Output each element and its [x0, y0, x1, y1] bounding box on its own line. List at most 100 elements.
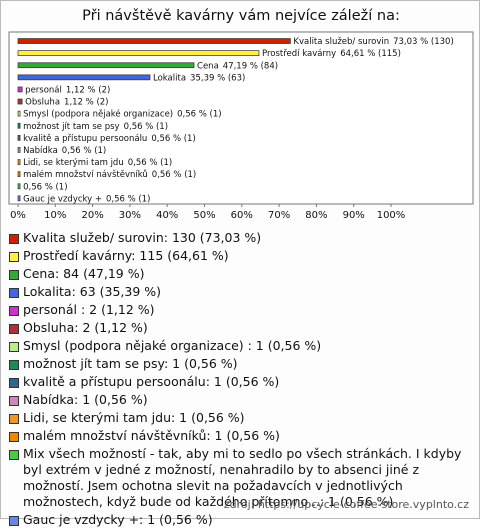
legend-swatch — [9, 234, 19, 244]
source: zdroj: https://upcycle-coffee-store.vypl… — [223, 498, 469, 511]
legend-swatch — [9, 414, 19, 424]
bar — [17, 122, 21, 129]
bar-value-label: 47,19 % (84) — [223, 61, 278, 71]
bar-category: Smysl (podpora nějaké organizace) — [23, 109, 173, 120]
bar — [17, 195, 21, 202]
bar-value-label: 0,56 % (1) — [151, 134, 195, 144]
bar-category: Kvalita služeb/ surovin — [293, 37, 389, 47]
legend-item: Smysl (podpora nějaké organizace) : 1 (0… — [9, 338, 471, 354]
bar-value-label: 64,61 % (115) — [340, 49, 401, 59]
x-tick-label: 60% — [231, 210, 253, 221]
legend-label: Smysl (podpora nějaké organizace) : 1 (0… — [23, 338, 322, 353]
bar-value-label: 0,56 % (1) — [152, 170, 196, 180]
plot-frame — [8, 31, 474, 205]
chart-title: Při návštěvě kavárny vám nejvíce záleží … — [82, 8, 400, 24]
legend-item: Gauc je vzdycky +: 1 (0,56 %) — [9, 512, 471, 528]
x-tick-label: 20% — [81, 210, 103, 221]
bar — [17, 147, 21, 153]
bar-label: Kvalita služeb/ surovin 73,03 % (130) — [293, 37, 453, 47]
x-tick-label: 80% — [305, 210, 327, 221]
legend-item: Mix všech možností - tak, aby mi to sedl… — [9, 446, 471, 510]
bar-label: Smysl (podpora nějaké organizace) 0,56 % … — [23, 109, 222, 120]
legend-item: Obsluha: 2 (1,12 %) — [9, 320, 471, 336]
bar-label: personál 1,12 % (2) — [25, 85, 110, 95]
x-tick-label: 70% — [268, 210, 290, 221]
legend-item: personál : 2 (1,12 %) — [9, 302, 471, 318]
legend-swatch — [9, 360, 19, 370]
x-tick-label: 30% — [119, 210, 141, 221]
bar — [17, 159, 21, 165]
bar-label: Prostředí kavárny 64,61 % (115) — [262, 49, 401, 59]
bar-category: kvalitě a přístupu persoonálu — [23, 134, 147, 144]
legend-swatch — [9, 270, 19, 280]
legend-item: Lidi, se kterými tam jdu: 1 (0,56 %) — [9, 410, 471, 426]
bar-value-label: 0,56 % (1) — [23, 182, 67, 192]
legend-label: Lidi, se kterými tam jdu: 1 (0,56 %) — [23, 410, 245, 425]
bar — [17, 183, 21, 190]
bar-label: Cena 47,19 % (84) — [197, 61, 278, 71]
legend-label: Nabídka: 1 (0,56 %) — [23, 392, 148, 407]
x-tick-label: 10% — [44, 210, 66, 221]
bar-value-label: 0,56 % (1) — [106, 194, 150, 204]
legend-item: Lokalita: 63 (35,39 %) — [9, 284, 471, 300]
legend-item: Nabídka: 1 (0,56 %) — [9, 392, 471, 408]
bar-label: Obsluha 1,12 % (2) — [25, 98, 108, 108]
legend-label: Kvalita služeb/ surovin: 130 (73,03 %) — [23, 230, 262, 245]
bar-value-label: 0,56 % (1) — [177, 110, 221, 120]
bar — [17, 86, 23, 93]
bar-category: Lidi, se kterými tam jdu — [23, 158, 124, 168]
legend-swatch — [9, 516, 19, 526]
legend-label: Gauc je vzdycky +: 1 (0,56 %) — [23, 512, 213, 527]
legend-label: Mix všech možností - tak, aby mi to sedl… — [23, 446, 462, 509]
bar-category: personál — [25, 85, 62, 95]
legend-label: personál : 2 (1,12 %) — [23, 302, 155, 317]
bar — [17, 98, 23, 105]
legend-label: Prostředí kavárny: 115 (64,61 %) — [23, 248, 229, 263]
legend-swatch — [9, 450, 19, 460]
legend-label: Obsluha: 2 (1,12 %) — [23, 320, 148, 335]
legend-item: Prostředí kavárny: 115 (64,61 %) — [9, 248, 471, 264]
bar-label: 0,56 % (1) — [23, 182, 67, 192]
legend-item: Cena: 84 (47,19 %) — [9, 266, 471, 282]
bar-category: Prostředí kavárny — [262, 49, 336, 59]
bar-category: Cena — [197, 61, 219, 71]
legend-swatch — [9, 306, 19, 316]
bar-value-label: 0,56 % (1) — [124, 122, 168, 132]
legend: Kvalita služeb/ surovin: 130 (73,03 %) Pr… — [9, 230, 471, 530]
legend-swatch — [9, 342, 19, 352]
legend-item: malém množství návštěvníků: 1 (0,56 %) — [9, 428, 471, 444]
bar — [17, 62, 195, 69]
bar-label: malém množství návštěvníků 0,56 % (1) — [23, 169, 196, 180]
legend-label: možnost jít tam se psy: 1 (0,56 %) — [23, 356, 238, 371]
bar-value-label: 73,03 % (130) — [393, 37, 454, 47]
x-tick-label: 100% — [377, 210, 406, 221]
bar-category: možnost jít tam se psy — [23, 122, 120, 132]
bar-label: Lokalita 35,39 % (63) — [153, 73, 245, 83]
bar — [17, 110, 21, 117]
legend-label: Lokalita: 63 (35,39 %) — [23, 284, 162, 299]
legend-label: malém množství návštěvníků: 1 (0,56 %) — [23, 428, 280, 443]
legend-swatch — [9, 396, 19, 406]
x-tick-label: 90% — [343, 210, 365, 221]
x-tick-label: 50% — [193, 210, 215, 221]
chart: Při návštěvě kavárny vám nejvíce záleží … — [8, 8, 474, 221]
legend-swatch — [9, 288, 19, 298]
bar-label: Nabídka 0,56 % (1) — [23, 146, 106, 156]
legend-swatch — [9, 252, 19, 262]
bar — [17, 171, 21, 177]
bar-value-label: 0,56 % (1) — [128, 158, 172, 168]
bar — [17, 38, 291, 44]
legend-label: Cena: 84 (47,19 %) — [23, 266, 145, 281]
bar-category: Lokalita — [153, 73, 186, 83]
bar-category: Obsluha — [25, 98, 60, 108]
bar-category: Gauc je vzdycky + — [23, 194, 102, 204]
bar — [17, 50, 260, 57]
bar-value-label: 1,12 % (2) — [66, 85, 110, 95]
bar-label: kvalitě a přístupu persoonálu 0,56 % (1) — [23, 134, 196, 144]
bar-label: Gauc je vzdycky + 0,56 % (1) — [23, 194, 150, 204]
legend-swatch — [9, 378, 19, 388]
bar-category: malém množství návštěvníků — [23, 169, 148, 180]
bar — [17, 135, 21, 141]
bar-value-label: 0,56 % (1) — [62, 146, 106, 156]
